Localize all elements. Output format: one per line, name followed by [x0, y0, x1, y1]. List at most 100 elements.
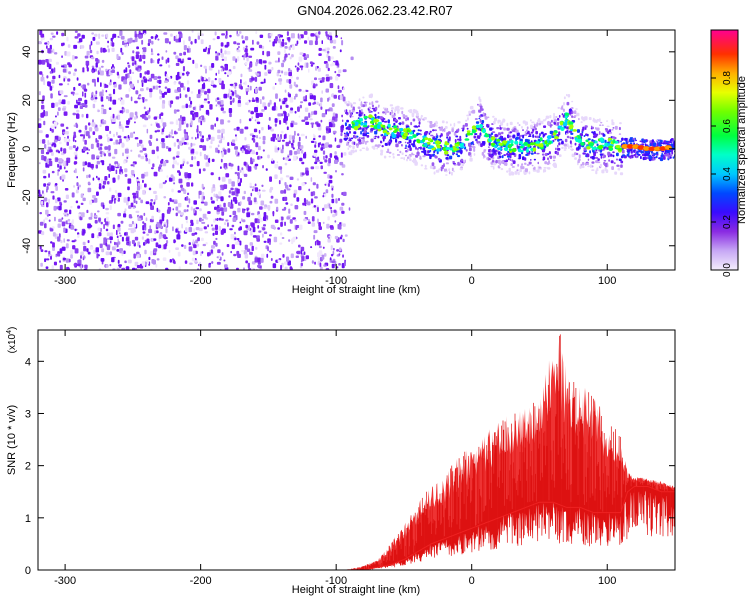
noise-cell	[195, 207, 200, 210]
noise-cell	[321, 254, 325, 260]
noise-cell	[296, 67, 300, 71]
noise-cell	[227, 142, 230, 147]
track-cell	[368, 110, 372, 113]
noise-cell	[148, 39, 152, 44]
noise-cell	[221, 58, 225, 61]
noise-cell	[281, 41, 285, 47]
noise-cell	[251, 116, 254, 119]
noise-cell	[214, 218, 218, 221]
noise-cell	[77, 232, 80, 235]
noise-cell	[99, 124, 102, 127]
noise-cell	[45, 111, 48, 117]
noise-cell	[264, 106, 267, 110]
noise-cell	[262, 233, 264, 238]
track-cell	[467, 117, 469, 121]
track-cell	[488, 146, 490, 148]
noise-cell	[127, 73, 130, 78]
noise-cell	[139, 139, 143, 144]
noise-cell	[243, 161, 247, 166]
track-cell	[493, 117, 497, 121]
noise-cell	[172, 164, 175, 169]
noise-cell	[220, 42, 224, 47]
noise-cell	[155, 138, 159, 142]
noise-cell	[60, 147, 63, 152]
track-core	[527, 143, 531, 148]
noise-cell	[339, 138, 343, 143]
noise-cell	[134, 60, 137, 65]
noise-cell	[116, 53, 119, 60]
noise-cell	[150, 58, 153, 64]
track-cell	[621, 137, 624, 141]
track-cell	[433, 122, 436, 127]
noise-cell	[183, 51, 186, 56]
track-cell	[571, 107, 574, 110]
noise-cell	[266, 51, 271, 57]
noise-cell	[284, 182, 287, 186]
noise-cell	[48, 254, 50, 257]
noise-cell	[84, 125, 88, 130]
track-cell	[470, 141, 474, 145]
track-cell	[599, 124, 602, 126]
noise-cell	[128, 223, 133, 227]
noise-cell	[148, 158, 151, 165]
noise-cell	[296, 76, 299, 80]
noise-cell	[322, 246, 325, 249]
noise-cell	[116, 249, 120, 252]
noise-cell	[261, 109, 265, 112]
noise-cell	[46, 75, 49, 79]
track-cell	[344, 109, 346, 113]
noise-cell	[94, 127, 99, 132]
noise-cell	[232, 65, 236, 70]
track-cell	[574, 110, 577, 115]
track-cell	[445, 174, 448, 176]
noise-cell	[127, 64, 131, 68]
track-core	[539, 143, 544, 148]
track-cell	[586, 153, 590, 158]
track-cell	[381, 145, 384, 148]
noise-cell	[301, 119, 306, 122]
noise-cell	[247, 145, 250, 151]
noise-cell	[132, 50, 135, 54]
noise-cell	[127, 196, 130, 202]
noise-cell	[237, 207, 241, 213]
noise-cell	[129, 83, 134, 89]
noise-cell	[257, 257, 261, 263]
track-cell	[440, 126, 443, 130]
noise-cell	[296, 148, 301, 155]
track-cell	[524, 131, 527, 135]
noise-cell	[59, 201, 62, 205]
noise-cell	[327, 108, 330, 112]
noise-cell	[215, 193, 218, 197]
track-core	[532, 147, 537, 152]
figure-title: GN04.2026.062.23.42.R07	[297, 3, 452, 18]
noise-cell	[168, 134, 171, 138]
noise-cell	[97, 210, 100, 213]
noise-cell	[193, 156, 197, 160]
noise-cell	[78, 97, 82, 102]
noise-cell	[67, 218, 71, 222]
track-cell	[497, 157, 501, 159]
noise-cell	[338, 247, 342, 252]
noise-cell	[344, 234, 348, 237]
track-cell	[391, 114, 395, 119]
noise-cell	[70, 254, 73, 259]
noise-cell	[316, 123, 321, 127]
noise-cell	[139, 245, 141, 248]
noise-cell	[220, 119, 224, 125]
noise-cell	[318, 245, 322, 249]
noise-cell	[201, 135, 204, 139]
noise-cell	[150, 73, 155, 79]
noise-cell	[187, 173, 192, 179]
noise-cell	[48, 182, 51, 185]
track-cell	[558, 142, 561, 146]
noise-cell	[151, 167, 154, 170]
noise-cell	[134, 236, 139, 241]
noise-cell	[161, 213, 165, 218]
noise-cell	[127, 178, 132, 184]
noise-cell	[183, 209, 187, 213]
noise-cell	[87, 240, 90, 244]
noise-cell	[158, 183, 163, 189]
track-cell	[579, 165, 582, 169]
noise-cell	[210, 124, 214, 130]
noise-cell	[190, 41, 193, 45]
